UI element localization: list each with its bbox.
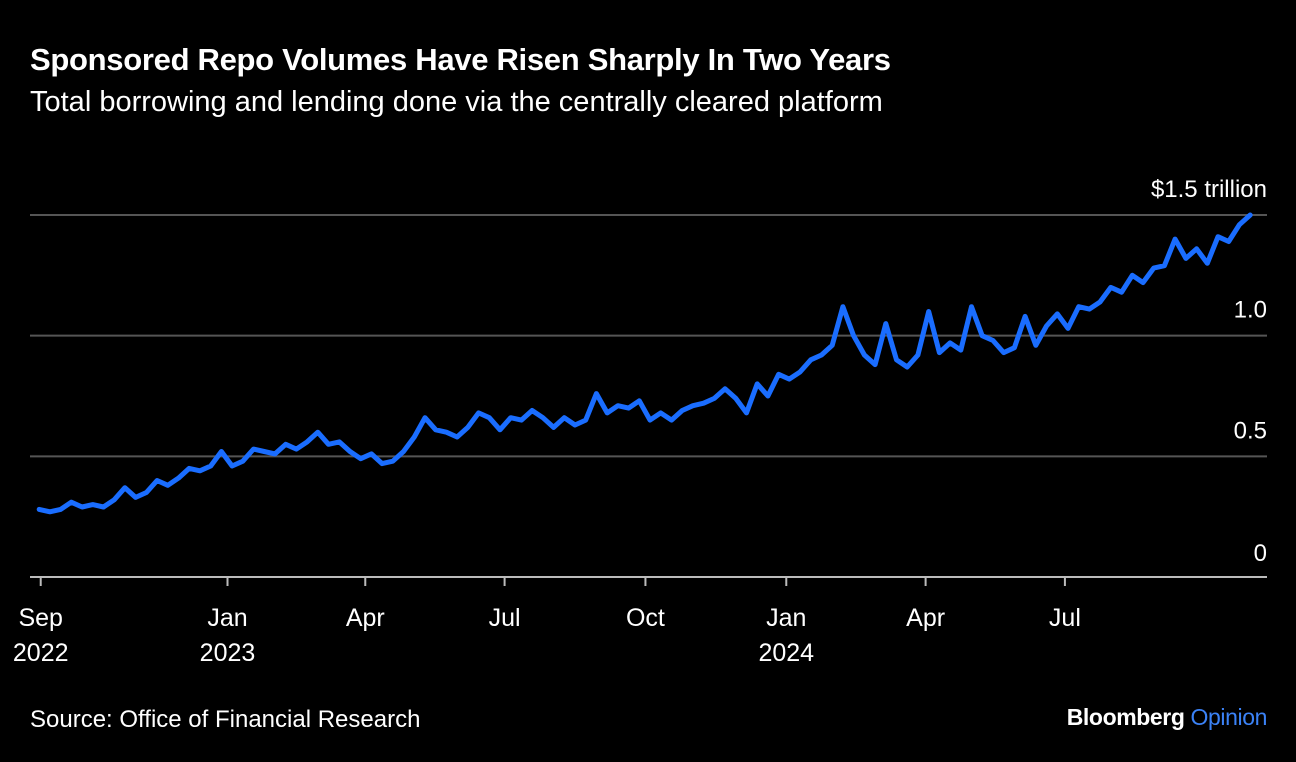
x-tick-label: Jul (489, 604, 521, 632)
y-tick-label: $1.5 trillion (1151, 176, 1267, 203)
brand-logo: Bloomberg Opinion (1066, 704, 1268, 731)
chart-subtitle: Total borrowing and lending done via the… (30, 86, 883, 118)
x-tick-label: Jan (207, 604, 247, 632)
x-axis: Sep 2022 Jan 2023 Apr Jul Oct Jan 2024 Apr Jul (13, 576, 1267, 667)
y-tick-label: 0 (1254, 540, 1267, 567)
series-line (36, 212, 1253, 515)
gridlines (30, 214, 1267, 458)
y-axis-labels: 0 0.5 1.0 $1.5 trillion (1151, 176, 1267, 567)
chart-title: Sponsored Repo Volumes Have Risen Sharpl… (30, 42, 891, 77)
x-tick-year-label: 2023 (200, 639, 256, 667)
x-tick-label: Apr (346, 604, 385, 632)
brand-name: Bloomberg (1066, 704, 1185, 730)
x-tick-label: Jul (1049, 604, 1081, 632)
brand-suffix: Opinion (1190, 704, 1268, 730)
x-tick-label: Apr (906, 604, 945, 632)
x-tick-year-label: 2024 (758, 639, 814, 667)
x-tick-label: Jan (766, 604, 806, 632)
series-layer (36, 212, 1253, 515)
source-note: Source: Office of Financial Research (30, 706, 421, 733)
y-tick-label: 1.0 (1234, 297, 1267, 324)
x-tick-label: Sep (18, 604, 62, 632)
y-tick-label: 0.5 (1234, 417, 1267, 444)
x-tick-label: Oct (626, 604, 665, 632)
x-tick-year-label: 2022 (13, 639, 69, 667)
